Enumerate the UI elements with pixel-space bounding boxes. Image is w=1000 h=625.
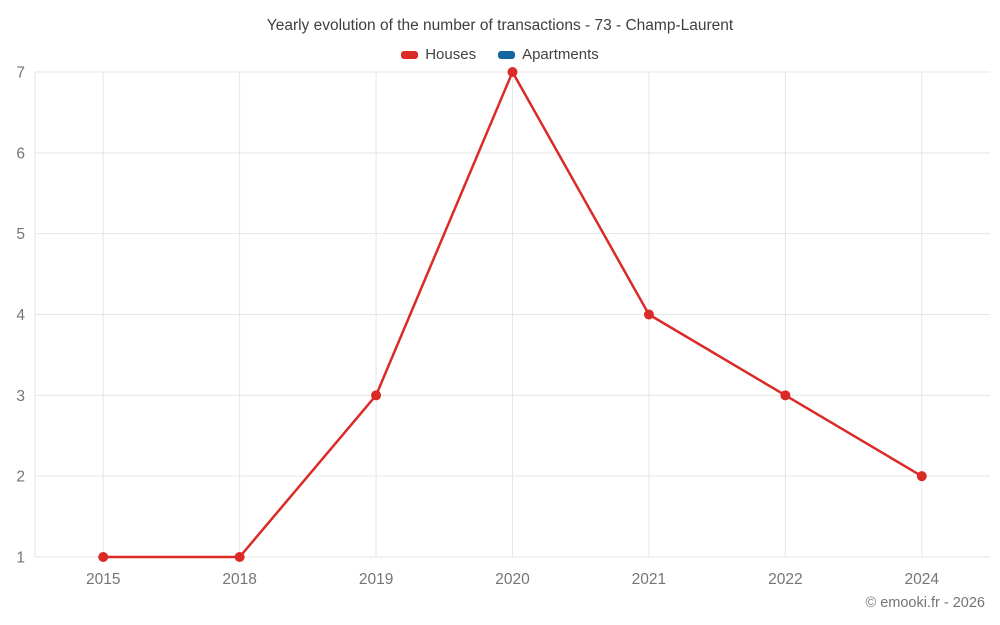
houses-series-swatch-icon [401,50,419,59]
chart-title: Yearly evolution of the number of transa… [266,17,734,34]
x-axis-tick-label: 2019 [359,571,393,588]
y-axis-tick-label: 5 [16,226,25,243]
houses-data-point[interactable] [371,390,382,401]
x-axis-tick-label: 2018 [222,571,256,588]
x-axis-tick-label: 2021 [632,571,666,588]
y-axis-tick-label: 6 [16,145,25,162]
legend-item-apartments[interactable]: Apartments [498,46,599,63]
legend-item-houses[interactable]: Houses [401,46,476,63]
houses-data-point[interactable] [916,471,927,482]
x-axis-tick-label: 2024 [905,571,940,588]
x-axis-tick-label: 2020 [495,571,530,588]
houses-data-point[interactable] [507,67,518,77]
y-axis-tick-label: 7 [16,65,25,82]
legend: Houses Apartments [0,46,1000,63]
houses-data-point[interactable] [98,552,109,562]
x-axis-tick-label: 2022 [768,571,802,588]
y-axis-tick-label: 4 [16,307,25,324]
legend-label-houses: Houses [425,46,477,63]
houses-data-point[interactable] [234,552,245,562]
houses-data-point[interactable] [643,309,654,320]
y-axis-tick-label: 1 [16,550,25,567]
copyright-text: © emooki.fr - 2026 [865,595,985,611]
y-axis-tick-label: 2 [16,469,25,486]
apartments-series-swatch-icon [498,50,516,59]
y-axis-tick-label: 3 [16,388,25,405]
houses-data-point[interactable] [780,390,791,401]
legend-label-apartments: Apartments [522,46,599,63]
x-axis-tick-label: 2015 [86,571,120,588]
